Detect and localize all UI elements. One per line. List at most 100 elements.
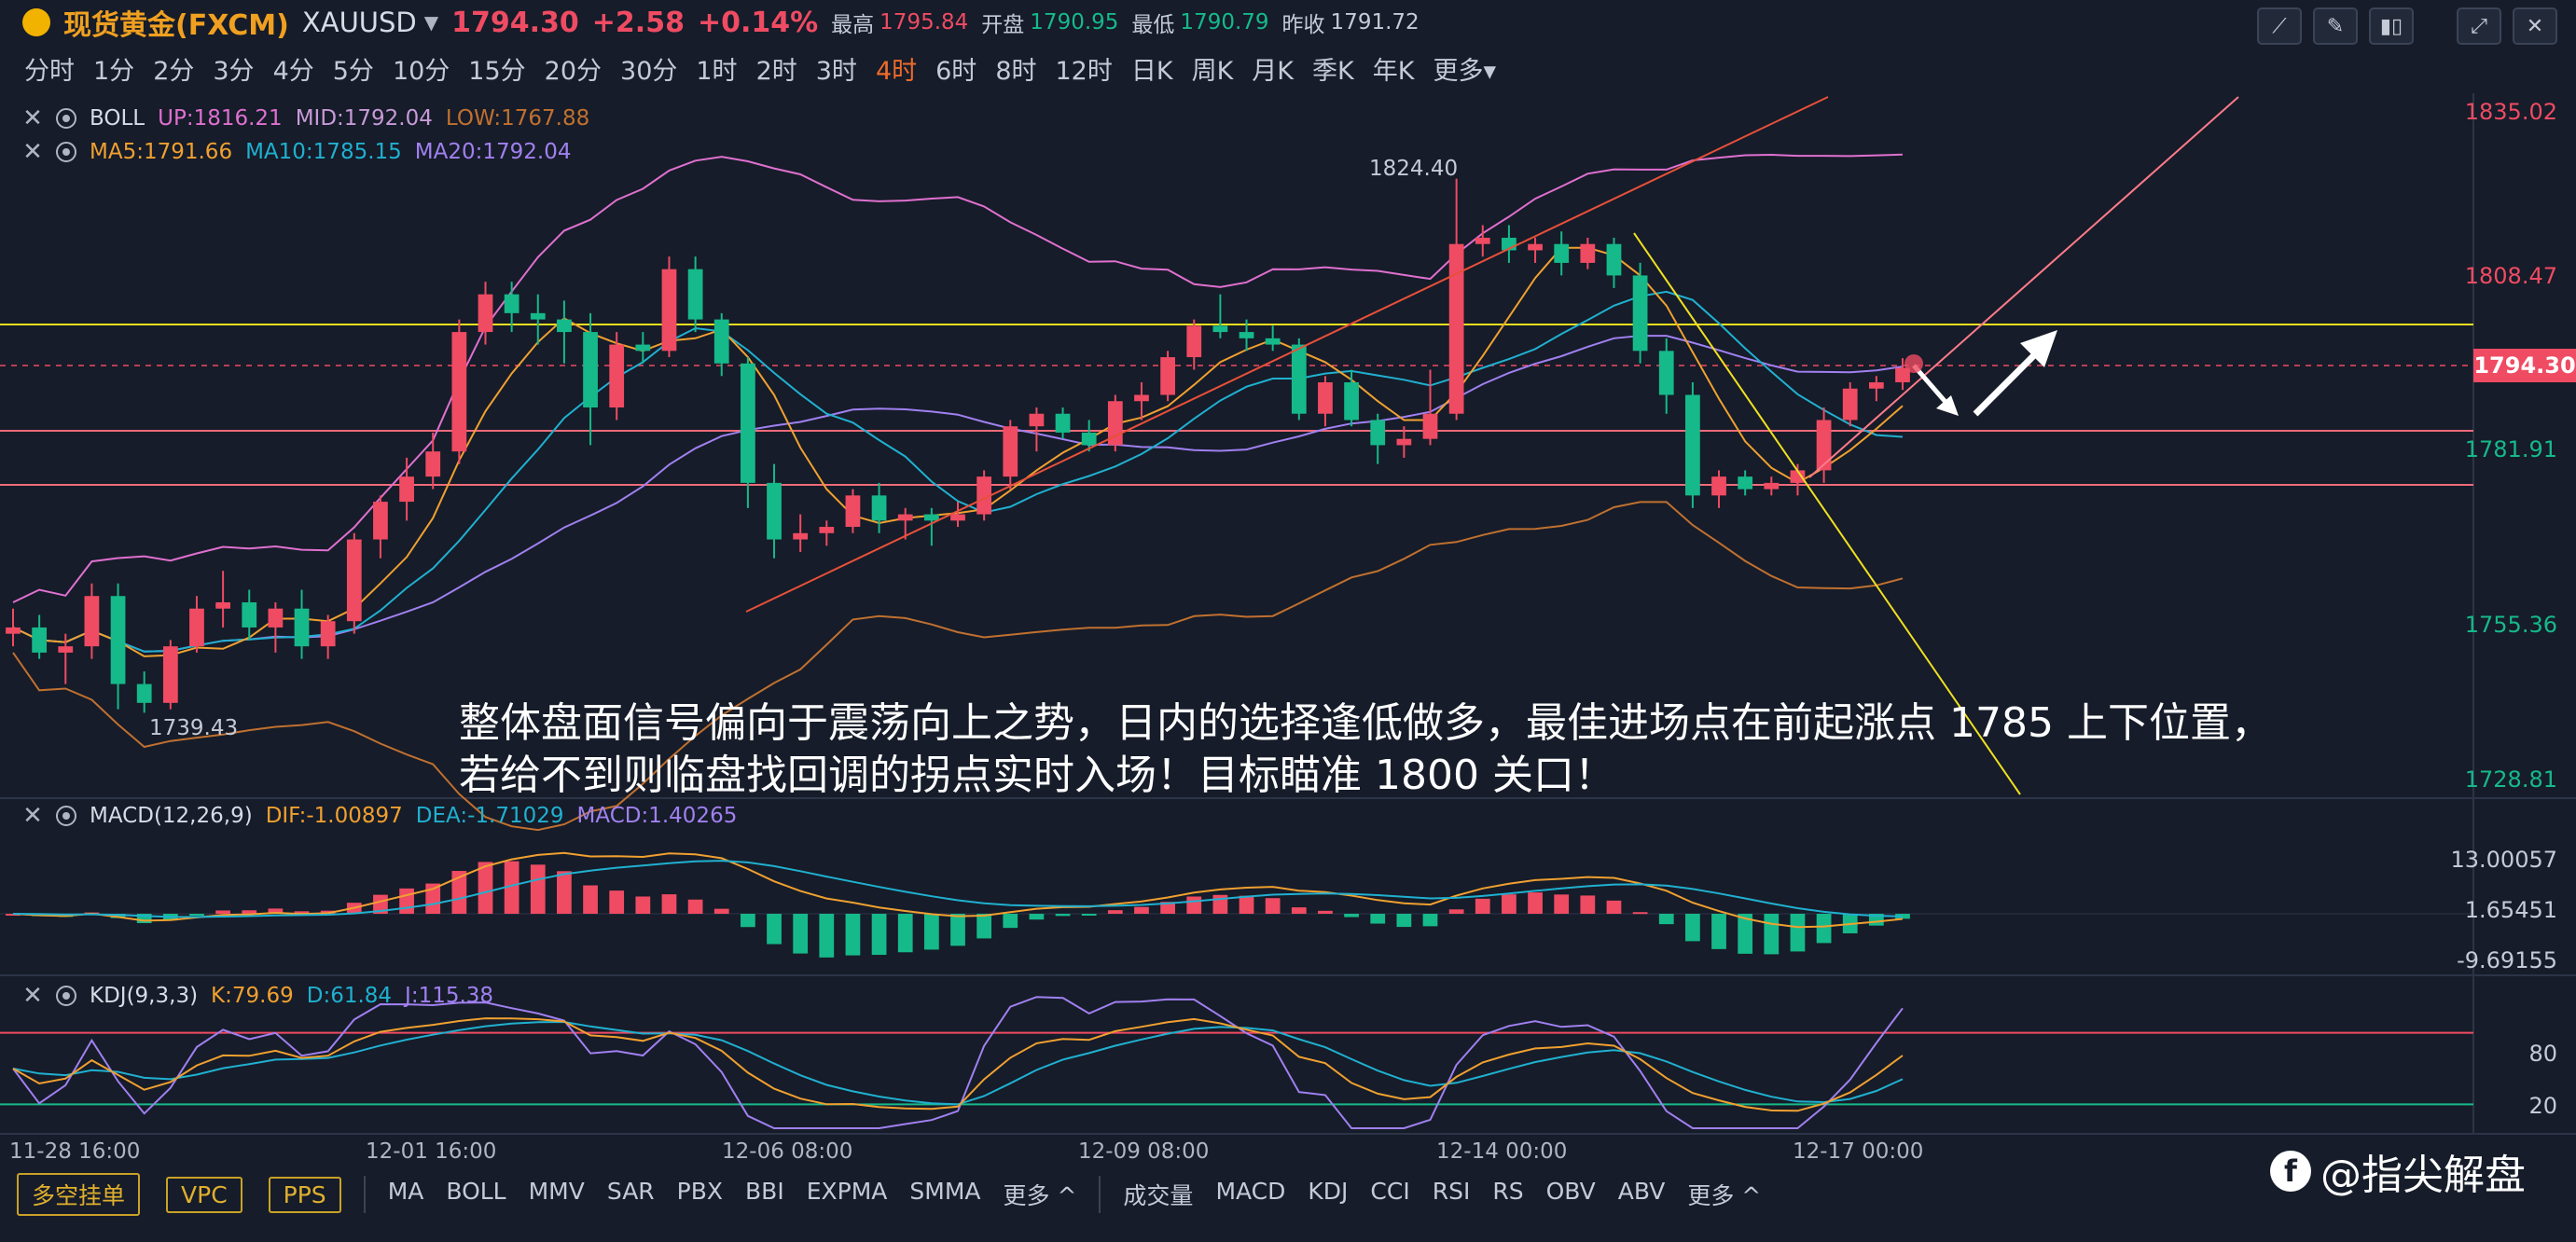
macd-dif-line	[12, 851, 1904, 929]
main-indicator-item[interactable]: PBX	[676, 1178, 724, 1205]
macd-bar	[1738, 914, 1753, 954]
main-indicator-item[interactable]: BBI	[745, 1178, 784, 1205]
close-icon[interactable]: ✕	[22, 138, 43, 166]
candle-body	[1632, 275, 1648, 352]
main-indicator-list: MA BOLL MMV SAR PBX BBI EXPMA SMMA 更多 ^	[366, 1178, 1077, 1211]
settings-icon[interactable]	[56, 108, 76, 129]
high-extreme-label: 1824.40	[1369, 157, 1459, 181]
interval-tab[interactable]: 2时	[755, 57, 797, 86]
sub-indicator-item[interactable]: MACD	[1215, 1178, 1286, 1205]
interval-tab[interactable]: 2分	[153, 57, 195, 86]
pps-button[interactable]: PPS	[268, 1176, 341, 1213]
sub-indicator-item[interactable]: KDJ	[1308, 1178, 1349, 1205]
interval-tab[interactable]: 6时	[935, 57, 977, 86]
interval-tab[interactable]: 季K	[1312, 57, 1354, 86]
interval-tab[interactable]: 1时	[696, 57, 738, 86]
interval-tab[interactable]: 20分	[544, 57, 602, 86]
divider	[363, 1176, 366, 1213]
time-axis-label: 12-14 00:00	[1436, 1139, 1568, 1164]
vpc-button[interactable]: VPC	[166, 1176, 242, 1213]
interval-tab[interactable]: 8时	[995, 57, 1037, 86]
interval-tab[interactable]: 10分	[392, 57, 450, 86]
sub-indicator-item[interactable]: OBV	[1545, 1178, 1596, 1205]
macd-dea: DEA:-1.71029	[415, 804, 564, 828]
interval-tab[interactable]: 12时	[1055, 57, 1113, 86]
interval-tab[interactable]: 月K	[1252, 57, 1295, 86]
candle-body	[635, 344, 651, 352]
interval-tab[interactable]: 30分	[620, 57, 678, 86]
chevron-down-icon[interactable]: ▼	[423, 11, 439, 34]
interval-tab[interactable]: 4分	[272, 57, 314, 86]
candle-body	[950, 514, 965, 521]
main-indicator-item[interactable]: MMV	[528, 1178, 585, 1205]
macd-bar	[451, 871, 467, 914]
candle-body	[1738, 476, 1753, 490]
open-label: 开盘	[981, 13, 1025, 37]
close-icon[interactable]: ✕	[2513, 7, 2557, 45]
draw-line-icon[interactable]: ⟋	[2257, 7, 2302, 45]
expand-icon[interactable]: ⤢	[2457, 7, 2501, 45]
candle-body	[189, 608, 204, 647]
high-label: 最高	[831, 13, 875, 37]
indicator-bar: 多空挂单 VPC PPS MA BOLL MMV SAR PBX BBI EXPMA SMMA…	[0, 1166, 2576, 1223]
macd-legend: ✕ MACD(12,26,9) DIF:-1.00897 DEA:-1.7102…	[22, 802, 737, 830]
ma20-line	[12, 335, 1904, 653]
macd-bar	[976, 914, 992, 939]
settings-icon[interactable]	[56, 142, 76, 162]
pen-icon[interactable]: ✎	[2313, 7, 2358, 45]
interval-tab[interactable]: 分时	[24, 57, 75, 86]
interval-tab[interactable]: 4时	[875, 57, 918, 86]
interval-tab[interactable]: 3分	[213, 57, 255, 86]
interval-tab[interactable]: 更多▾	[1433, 57, 1497, 86]
close-icon[interactable]: ✕	[22, 982, 43, 1010]
main-indicator-item[interactable]: BOLL	[446, 1178, 506, 1205]
main-indicator-item[interactable]: SMMA	[909, 1178, 981, 1205]
macd-bar	[897, 914, 913, 953]
main-indicator-item[interactable]: MA	[387, 1178, 424, 1205]
candle-body	[1370, 420, 1386, 446]
ma5-line	[12, 246, 1904, 657]
long-short-order-button[interactable]: 多空挂单	[17, 1173, 141, 1216]
sub-indicator-item[interactable]: CCI	[1370, 1178, 1410, 1205]
candle-body	[1816, 420, 1832, 471]
interval-tab[interactable]: 5分	[332, 57, 374, 86]
sub-indicator-item[interactable]: RSI	[1432, 1178, 1471, 1205]
macd-bar	[189, 914, 204, 916]
candle-body	[1658, 351, 1674, 395]
kline-chart[interactable]	[0, 0, 2576, 1166]
candle-style-icon[interactable]: ▮▯	[2369, 7, 2414, 45]
candle-body	[320, 621, 336, 647]
arrow-head-icon	[2020, 330, 2057, 367]
close-icon[interactable]: ✕	[22, 104, 43, 132]
time-axis-label: 12-06 08:00	[722, 1139, 853, 1164]
close-icon[interactable]: ✕	[22, 802, 43, 830]
sub-indicator-item[interactable]: 更多 ^	[1687, 1182, 1762, 1209]
settings-icon[interactable]	[56, 986, 76, 1006]
interval-tab[interactable]: 周K	[1191, 57, 1234, 86]
ma20-value: MA20:1792.04	[414, 140, 572, 164]
macd-bar	[294, 911, 310, 914]
main-indicator-item[interactable]: EXPMA	[806, 1178, 888, 1205]
interval-tab[interactable]: 3时	[815, 57, 857, 86]
main-indicator-item[interactable]: 更多 ^	[1003, 1182, 1077, 1209]
target-arrow	[1973, 344, 2045, 417]
settings-icon[interactable]	[56, 806, 76, 826]
interval-tab[interactable]: 15分	[468, 57, 526, 86]
main-indicator-item[interactable]: SAR	[606, 1178, 655, 1205]
macd-axis-label: -9.69155	[2457, 947, 2557, 973]
symbol-selector[interactable]: XAUUSD	[301, 7, 417, 38]
interval-tab[interactable]: 日K	[1130, 57, 1173, 86]
candle-body	[1606, 243, 1622, 276]
instrument-title[interactable]: 现货黄金(FXCM)	[63, 9, 289, 42]
macd-bar	[425, 883, 441, 914]
sub-indicator-item[interactable]: RS	[1492, 1178, 1524, 1205]
interval-tab[interactable]: 1分	[93, 57, 135, 86]
boll-label: BOLL	[90, 106, 145, 131]
candle-body	[845, 495, 861, 528]
sub-indicator-item[interactable]: 成交量	[1123, 1182, 1194, 1209]
sub-indicator-item[interactable]: ABV	[1617, 1178, 1666, 1205]
macd-bar	[1239, 895, 1254, 914]
price-change: +2.58	[591, 6, 685, 39]
interval-tab[interactable]: 年K	[1372, 57, 1415, 86]
price-axis-label: 1835.02	[2464, 99, 2557, 125]
